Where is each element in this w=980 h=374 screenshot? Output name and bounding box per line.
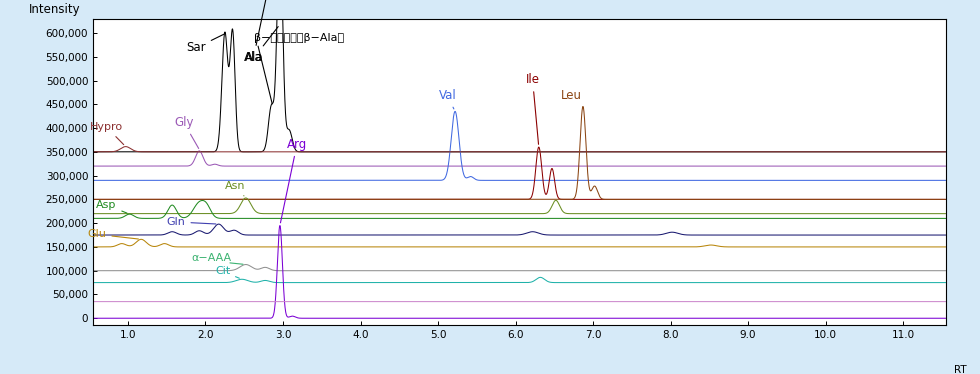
Text: RT
(min.): RT (min.) bbox=[955, 365, 980, 374]
Text: Hypro: Hypro bbox=[90, 122, 123, 145]
Text: α−AAA: α−AAA bbox=[191, 252, 231, 263]
Text: Ala: Ala bbox=[244, 0, 279, 64]
Text: Glu: Glu bbox=[87, 229, 138, 239]
Text: Sar: Sar bbox=[186, 34, 223, 54]
Text: Gln: Gln bbox=[167, 217, 216, 227]
Text: Intensity: Intensity bbox=[29, 3, 80, 16]
Text: Arg: Arg bbox=[280, 138, 307, 223]
Text: Ala: Ala bbox=[245, 27, 278, 64]
Text: Asn: Asn bbox=[224, 181, 245, 196]
Text: Asp: Asp bbox=[96, 200, 127, 213]
Text: Leu: Leu bbox=[561, 89, 583, 107]
Text: β−アラニン（β−Ala）: β−アラニン（β−Ala） bbox=[254, 33, 344, 43]
Text: Ile: Ile bbox=[525, 73, 540, 144]
Text: Gly: Gly bbox=[174, 116, 199, 148]
Text: Cit: Cit bbox=[215, 266, 239, 278]
Text: Val: Val bbox=[438, 89, 457, 109]
